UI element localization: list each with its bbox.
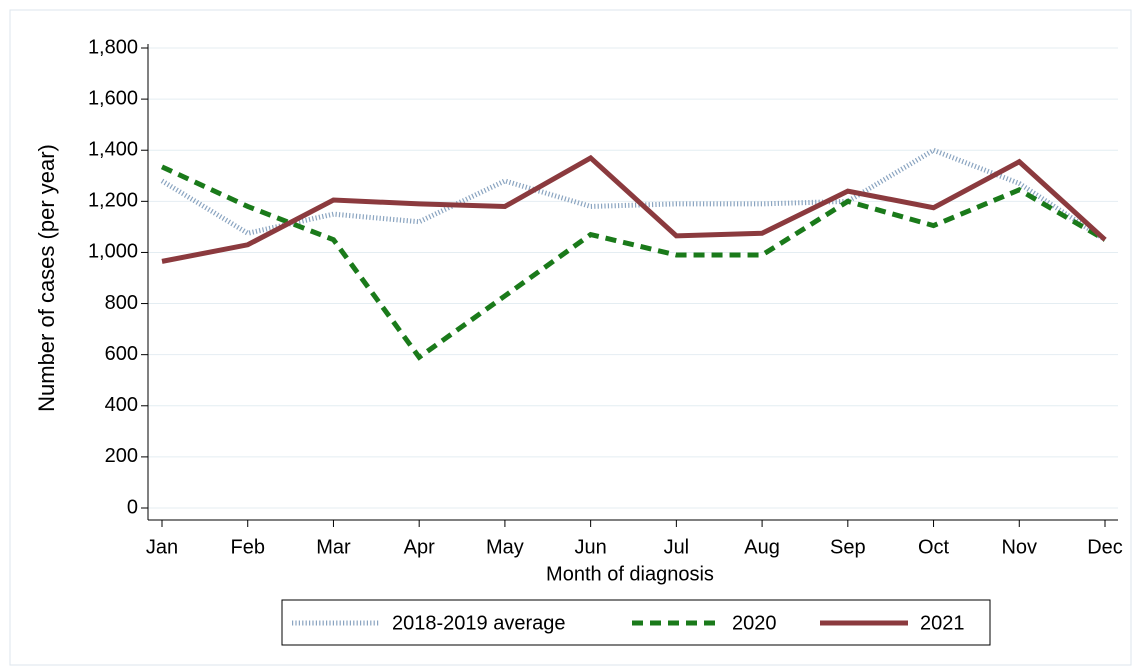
x-tick-label: Oct: [918, 536, 950, 558]
y-tick-label: 800: [105, 292, 138, 314]
chart-frame: [9, 9, 1132, 666]
legend-label: 2021: [920, 612, 965, 634]
y-tick-label: 1,000: [88, 241, 138, 263]
y-tick-label: 600: [105, 343, 138, 365]
x-tick-label: Jul: [664, 536, 690, 558]
series-line: [160, 164, 1107, 361]
x-tick-label: Apr: [404, 536, 435, 558]
x-tick-label: Feb: [230, 536, 264, 558]
y-axis-title: Number of cases (per year): [34, 144, 59, 412]
x-tick-label: Sep: [830, 536, 866, 558]
y-tick-label: 200: [105, 445, 138, 467]
x-tick-label: Mar: [316, 536, 351, 558]
x-axis-title: Month of diagnosis: [546, 563, 714, 585]
y-tick-label: 1,400: [88, 139, 138, 161]
x-tick-label: May: [486, 536, 524, 558]
x-tick-label: Aug: [744, 536, 780, 558]
x-tick-label: Dec: [1087, 536, 1123, 558]
series-line: [161, 154, 1107, 264]
x-tick-label: Jun: [575, 536, 607, 558]
y-tick-label: 1,600: [88, 87, 138, 109]
legend-label: 2018-2019 average: [392, 612, 565, 634]
x-tick-label: Jan: [146, 536, 178, 558]
y-tick-label: 400: [105, 394, 138, 416]
legend-label: 2020: [732, 612, 777, 634]
y-tick-label: 1,800: [88, 36, 138, 58]
y-tick-label: 1,200: [88, 190, 138, 212]
y-tick-label: 0: [127, 496, 138, 518]
x-tick-label: Nov: [1001, 536, 1037, 558]
series-line: [160, 147, 1107, 242]
